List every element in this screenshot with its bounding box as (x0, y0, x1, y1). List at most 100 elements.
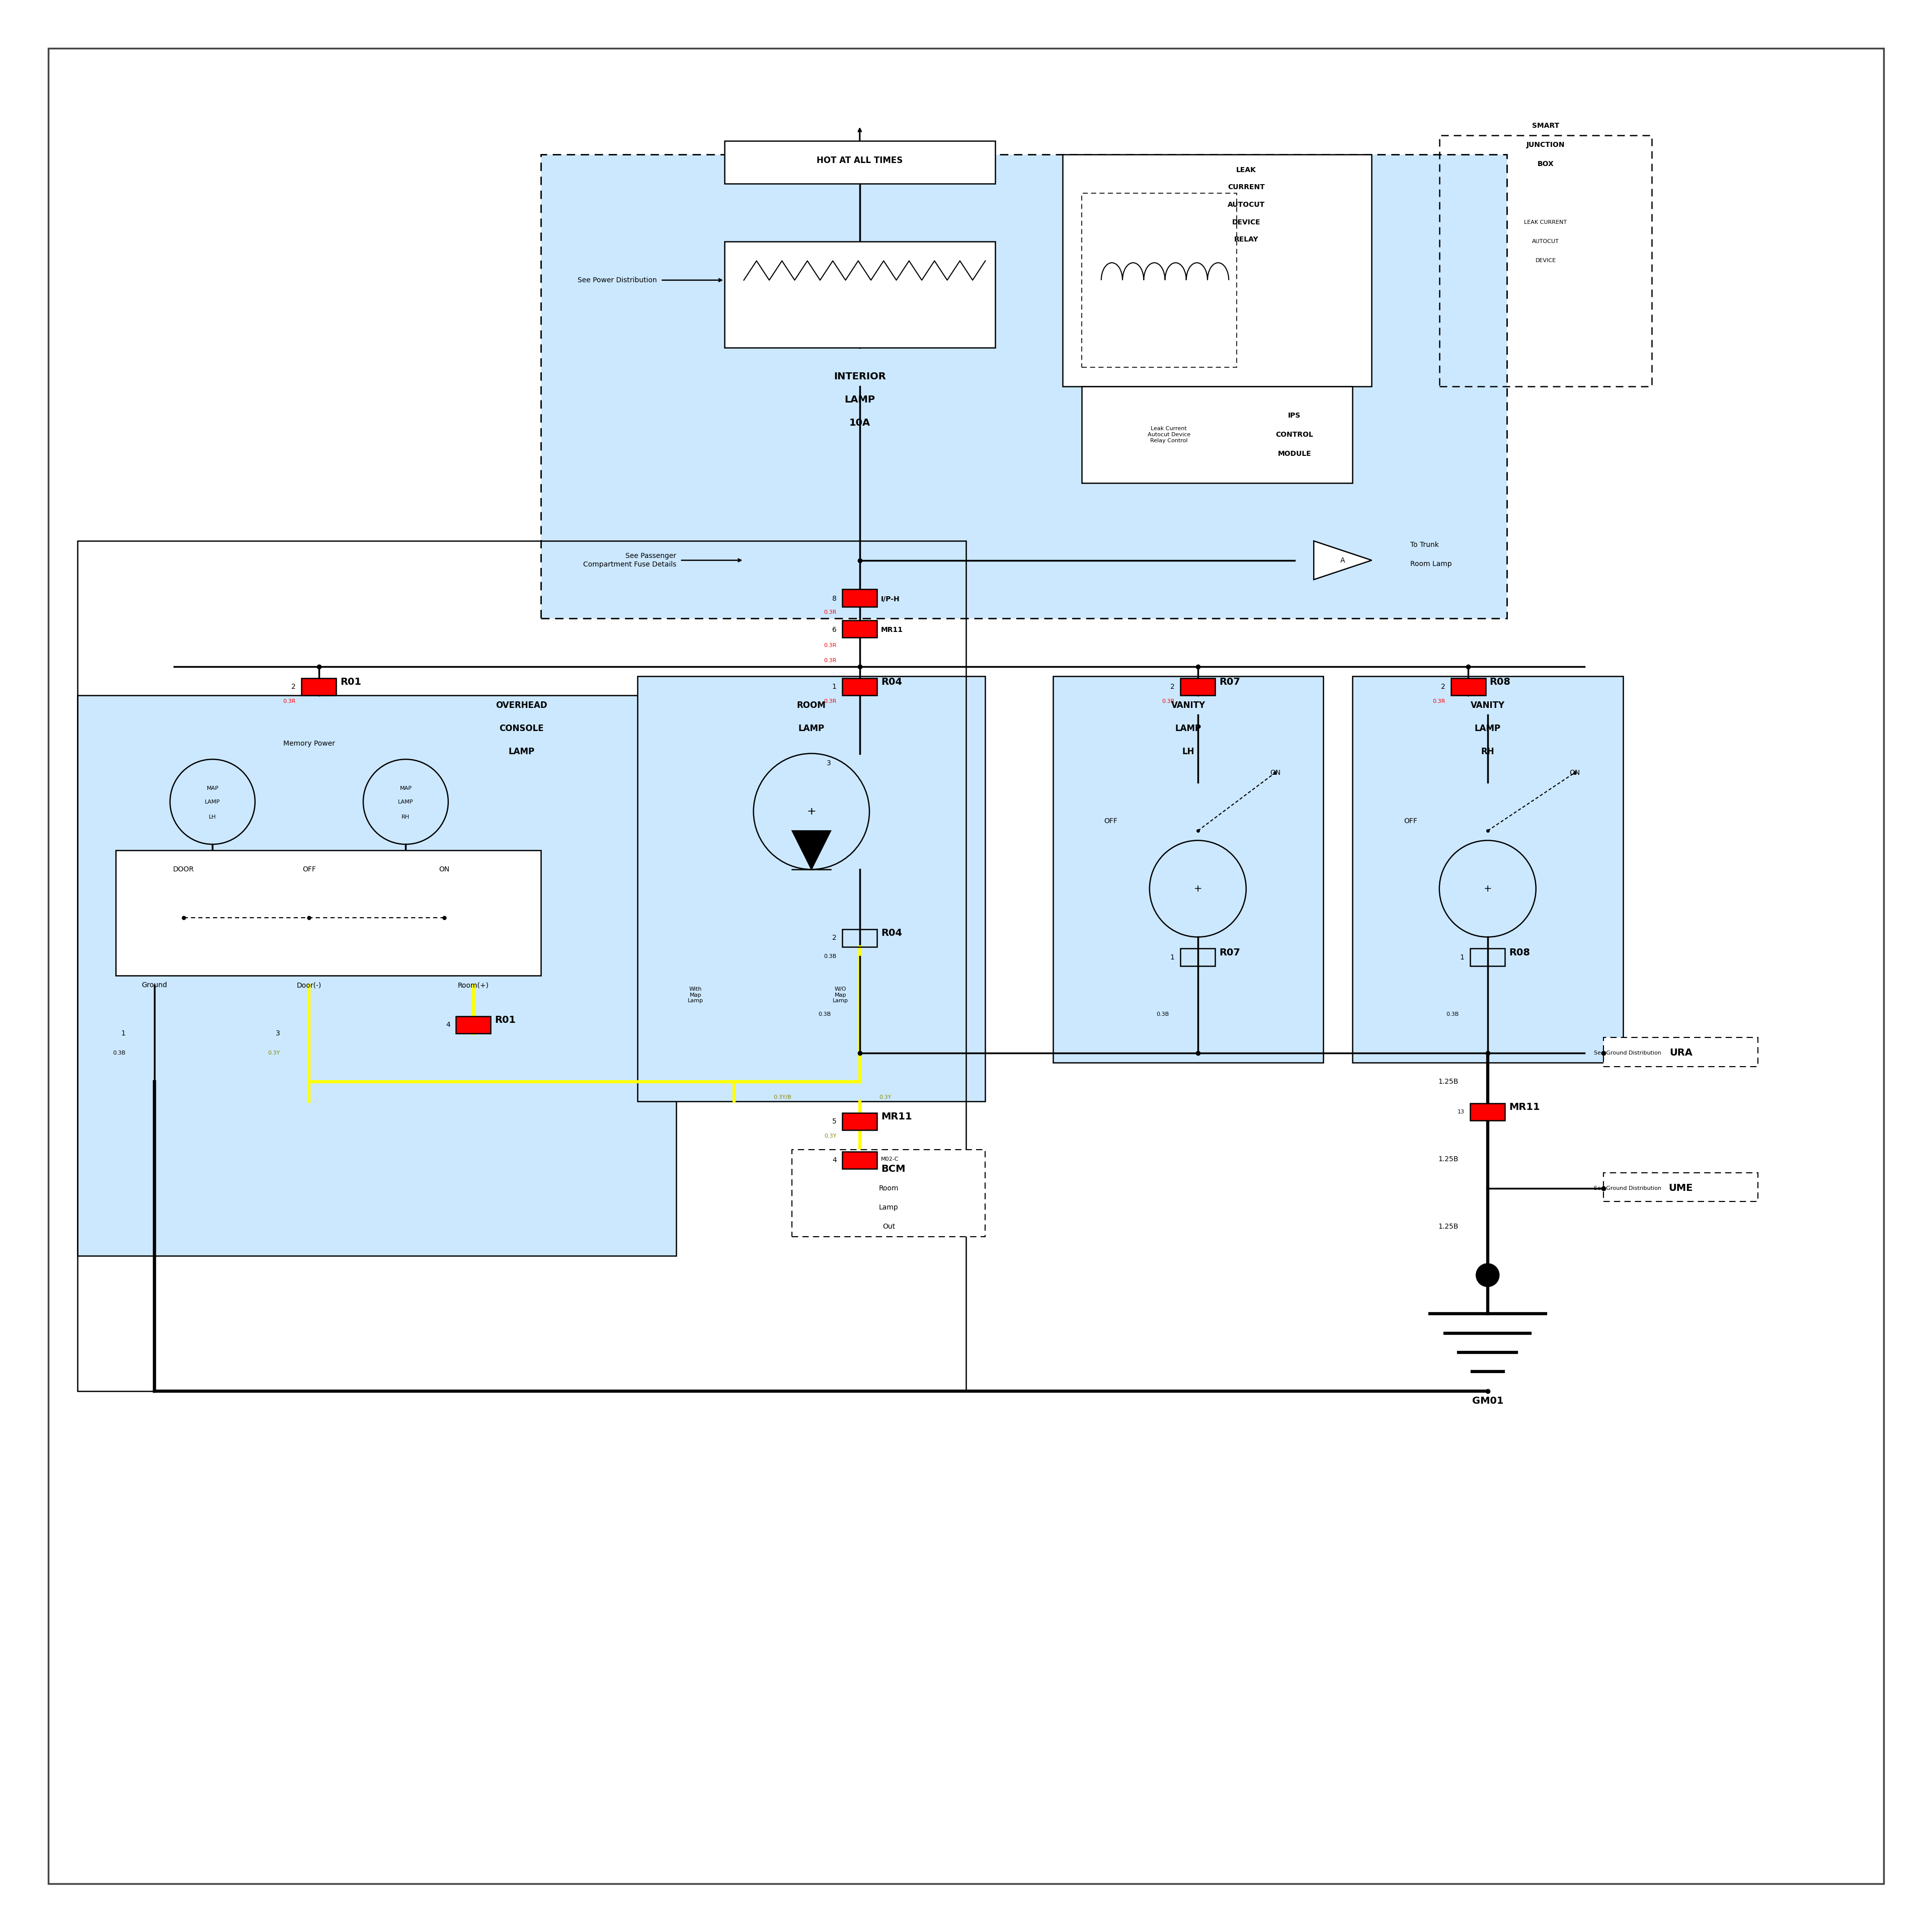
Text: OFF: OFF (1405, 817, 1416, 825)
Text: 1.25B: 1.25B (1437, 1078, 1459, 1086)
Text: LEAK: LEAK (1236, 166, 1256, 174)
Text: ON: ON (1269, 769, 1281, 777)
Text: 0.3R: 0.3R (282, 699, 296, 703)
Text: R07: R07 (1219, 949, 1240, 956)
Text: 1.25B: 1.25B (1437, 1155, 1459, 1163)
Text: 4: 4 (446, 1022, 450, 1028)
Bar (842, 678, 877, 696)
Text: 6: 6 (833, 626, 837, 634)
Text: 10A: 10A (850, 419, 869, 427)
Text: RH: RH (402, 815, 410, 819)
Bar (842, 1113, 877, 1130)
Text: 0.3Y/B: 0.3Y/B (773, 1095, 792, 1099)
Bar (541, 155, 1507, 618)
Text: To Trunk: To Trunk (1410, 541, 1439, 549)
Text: DEVICE: DEVICE (1233, 218, 1260, 226)
Text: 3: 3 (276, 1030, 280, 1037)
Text: Lamp: Lamp (879, 1204, 898, 1211)
Text: R04: R04 (881, 929, 902, 937)
Text: IPS: IPS (1289, 412, 1300, 419)
Text: CURRENT: CURRENT (1227, 184, 1265, 191)
Text: 1: 1 (833, 684, 837, 690)
Bar (1470, 949, 1505, 966)
Text: 1: 1 (1171, 954, 1175, 960)
Text: AUTOCUT: AUTOCUT (1532, 240, 1559, 243)
Text: 5: 5 (833, 1119, 837, 1124)
Text: 0.3R: 0.3R (823, 643, 837, 647)
Text: 0.3B: 0.3B (817, 1012, 831, 1016)
Text: LAMP: LAMP (1474, 725, 1501, 732)
Text: M02-C: M02-C (881, 1157, 898, 1161)
Text: LH: LH (1182, 748, 1194, 755)
Text: See Ground Distribution: See Ground Distribution (1594, 1186, 1662, 1190)
Bar (116, 850, 541, 976)
Text: R08: R08 (1509, 949, 1530, 956)
Text: +: + (808, 806, 815, 817)
Text: INTERIOR: INTERIOR (833, 373, 887, 381)
Text: RELAY: RELAY (1235, 236, 1258, 243)
Text: 0.3R: 0.3R (1432, 699, 1445, 703)
Text: VANITY: VANITY (1171, 701, 1206, 709)
Text: 0.3B: 0.3B (112, 1051, 126, 1055)
Bar (301, 678, 336, 696)
Text: Room: Room (879, 1184, 898, 1192)
Text: DEVICE: DEVICE (1536, 259, 1555, 263)
Text: Door(-): Door(-) (298, 981, 321, 989)
Text: Room Lamp: Room Lamp (1410, 560, 1453, 568)
Text: LAMP: LAMP (508, 748, 535, 755)
Text: R08: R08 (1490, 678, 1511, 686)
Text: MAP: MAP (400, 786, 412, 790)
Text: OFF: OFF (1105, 817, 1117, 825)
Text: 1: 1 (1461, 954, 1464, 960)
Text: OFF: OFF (303, 866, 315, 873)
Text: R01: R01 (495, 1016, 516, 1024)
Text: LAMP: LAMP (844, 396, 875, 404)
Text: LAMP: LAMP (398, 800, 413, 804)
Bar (1604, 1173, 1758, 1202)
Text: BOX: BOX (1538, 160, 1553, 168)
Text: URA: URA (1669, 1049, 1692, 1057)
Text: 13: 13 (1457, 1109, 1464, 1115)
Bar (456, 1016, 491, 1034)
Text: A: A (1341, 556, 1345, 564)
Text: +: + (1484, 885, 1492, 893)
Text: LH: LH (209, 815, 216, 819)
Bar (1053, 676, 1323, 1063)
Text: LEAK CURRENT: LEAK CURRENT (1524, 220, 1567, 224)
Text: ROOM: ROOM (796, 701, 827, 709)
Bar (638, 676, 985, 1101)
Text: 0.3R: 0.3R (823, 659, 837, 663)
Text: BCM: BCM (881, 1165, 906, 1173)
Text: MODULE: MODULE (1277, 450, 1312, 458)
Text: 0.3Y: 0.3Y (879, 1095, 891, 1099)
Text: MR11: MR11 (881, 626, 902, 634)
Text: LAMP: LAMP (1175, 725, 1202, 732)
Bar (1352, 676, 1623, 1063)
Text: 0.3B: 0.3B (823, 954, 837, 958)
Bar (1082, 386, 1352, 483)
Text: 2: 2 (292, 684, 296, 690)
Text: Out: Out (883, 1223, 895, 1231)
Bar (842, 1151, 877, 1169)
Text: 1: 1 (122, 1030, 126, 1037)
Bar (725, 242, 995, 348)
Text: Room(+): Room(+) (458, 981, 489, 989)
Text: I/P-H: I/P-H (881, 595, 900, 603)
Bar (1180, 949, 1215, 966)
Circle shape (1476, 1264, 1499, 1287)
Text: Ground: Ground (141, 981, 168, 989)
Text: R04: R04 (881, 678, 902, 686)
Text: 2: 2 (833, 935, 837, 941)
Text: With
Map
Lamp: With Map Lamp (688, 987, 703, 1003)
Text: See Ground Distribution: See Ground Distribution (1594, 1051, 1662, 1055)
Bar (842, 620, 877, 638)
Bar (842, 929, 877, 947)
Bar (725, 141, 995, 184)
Bar (77, 696, 676, 1256)
Text: DOOR: DOOR (174, 866, 193, 873)
Text: VANITY: VANITY (1470, 701, 1505, 709)
Text: Leak Current
Autocut Device
Relay Control: Leak Current Autocut Device Relay Contro… (1148, 427, 1190, 442)
Text: 0.3Y: 0.3Y (269, 1051, 280, 1055)
Bar (1451, 678, 1486, 696)
Text: W/O
Map
Lamp: W/O Map Lamp (833, 987, 848, 1003)
